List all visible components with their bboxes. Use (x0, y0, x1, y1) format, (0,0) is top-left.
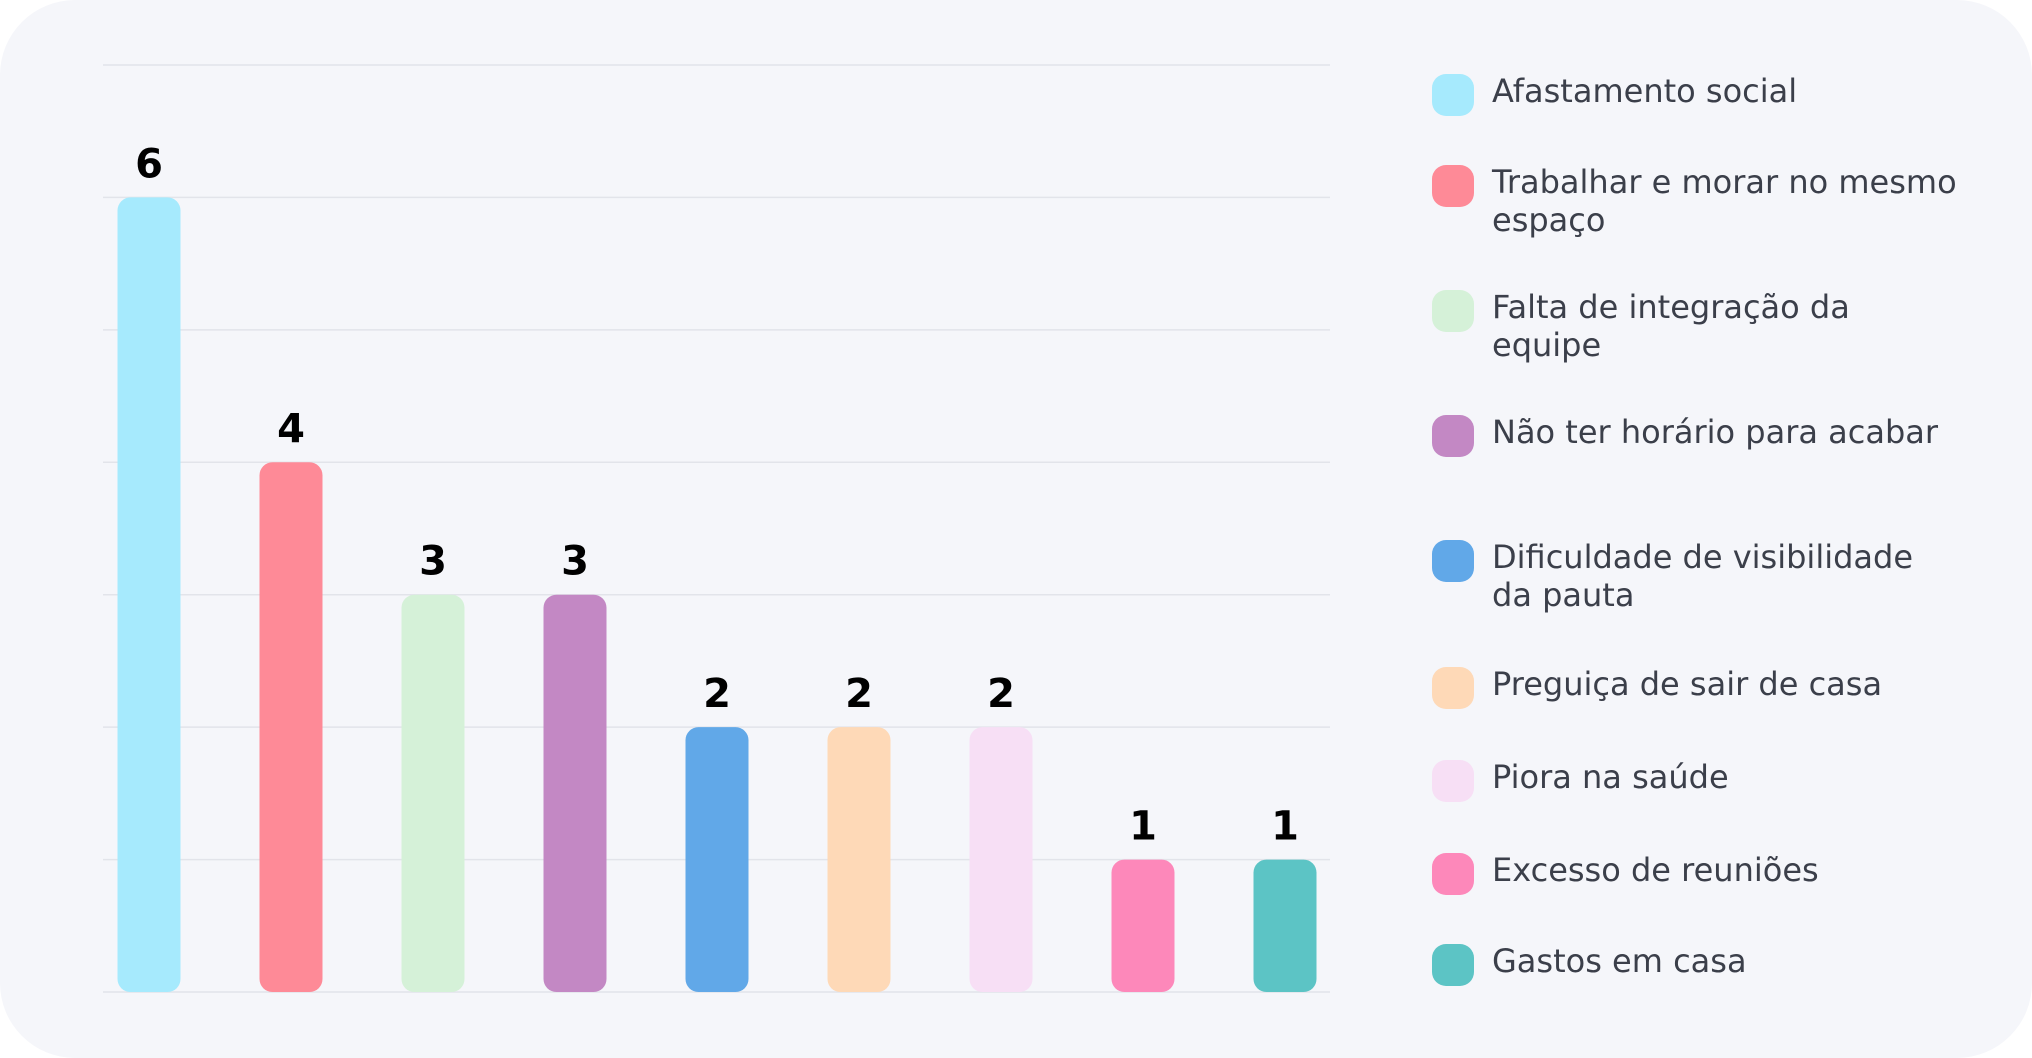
legend-item-5: Dificuldade de visibilidade da pauta (1432, 538, 1962, 614)
legend-swatch (1432, 667, 1474, 709)
value-label-5: 2 (703, 671, 731, 717)
value-labels: 6 4 3 3 2 2 2 1 1 (135, 141, 1299, 849)
legend-swatch (1432, 290, 1474, 332)
bar-9 (1253, 859, 1317, 992)
value-label-2: 4 (277, 406, 305, 452)
legend-item-8: Excesso de reuniões (1432, 851, 1962, 895)
legend-swatch (1432, 74, 1474, 116)
legend-label: Falta de integração da equipe (1492, 288, 1850, 364)
legend-label: Preguiça de sair de casa (1492, 665, 1883, 703)
legend-item-6: Preguiça de sair de casa (1432, 665, 1962, 709)
legend-label: Não ter horário para acabar (1492, 413, 1939, 451)
legend-label: Piora na saúde (1492, 758, 1729, 796)
legend-swatch (1432, 760, 1474, 802)
bar-4 (543, 594, 607, 992)
value-label-3: 3 (419, 539, 447, 585)
legend-swatch (1432, 853, 1474, 895)
legend-swatch (1432, 165, 1474, 207)
value-label-4: 3 (561, 539, 589, 585)
bar-5 (685, 727, 749, 992)
legend-item-1: Afastamento social (1432, 72, 1962, 116)
legend-item-3: Falta de integração da equipe (1432, 288, 1962, 364)
value-label-7: 2 (987, 671, 1015, 717)
legend-swatch (1432, 415, 1474, 457)
legend-label: Afastamento social (1492, 72, 1798, 110)
bar-1 (117, 197, 181, 992)
value-label-9: 1 (1271, 804, 1299, 850)
legend-item-7: Piora na saúde (1432, 758, 1962, 802)
legend-item-9: Gastos em casa (1432, 942, 1962, 986)
legend-item-2: Trabalhar e morar no mesmo espaço (1432, 163, 1962, 239)
legend-swatch (1432, 944, 1474, 986)
bar-7 (969, 727, 1033, 992)
value-label-8: 1 (1129, 804, 1157, 850)
legend-label: Dificuldade de visibilidade da pauta (1492, 538, 1914, 614)
bar-6 (827, 727, 891, 992)
value-label-6: 2 (845, 671, 873, 717)
legend-label: Gastos em casa (1492, 942, 1747, 980)
legend-label: Trabalhar e morar no mesmo espaço (1492, 163, 1957, 239)
bar-2 (259, 462, 323, 992)
bar-8 (1111, 859, 1175, 992)
value-label-1: 6 (135, 141, 163, 187)
bar-3 (401, 594, 465, 992)
legend-label: Excesso de reuniões (1492, 851, 1819, 889)
legend-swatch (1432, 540, 1474, 582)
legend-item-4: Não ter horário para acabar (1432, 413, 1962, 457)
bars (117, 197, 1317, 992)
